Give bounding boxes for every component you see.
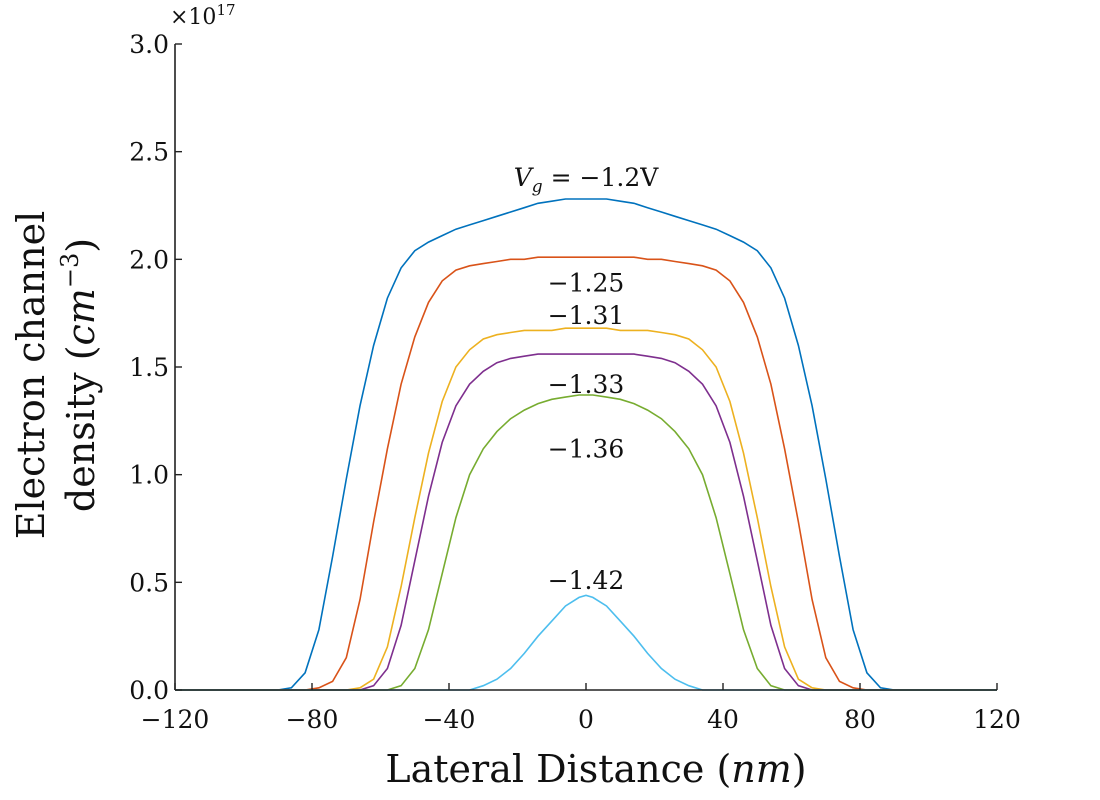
curve-label-3: −1.31 <box>548 301 625 330</box>
curve-label-4: −1.33 <box>548 370 625 399</box>
y-axis-title-line1: Electron channel <box>9 211 53 540</box>
y-tick-label: 2.0 <box>129 245 169 274</box>
series-line-4 <box>175 353 997 691</box>
y-axis-multiplier: ×1017 <box>170 1 236 30</box>
x-axis-title: Lateral Distance (nm) <box>385 747 806 791</box>
x-tick-label: 80 <box>844 705 876 734</box>
x-tick-label: −40 <box>423 705 476 734</box>
x-tick-label: 0 <box>578 705 594 734</box>
curve-label-5: −1.36 <box>548 434 625 463</box>
series-line-1 <box>175 198 997 691</box>
curve-label-2: −1.25 <box>548 269 625 298</box>
series-line-3 <box>175 327 997 691</box>
y-axis-title: Electron channel density (cm−3) <box>9 211 103 540</box>
y-tick-label: 0.0 <box>129 676 169 705</box>
y-tick-label: 0.5 <box>129 568 169 597</box>
series-line-6 <box>175 594 997 691</box>
x-tick-label: 40 <box>707 705 739 734</box>
y-axis: 0.0 0.5 1.0 1.5 2.0 2.5 3.0 <box>129 30 182 705</box>
x-tick-label: −120 <box>141 705 210 734</box>
x-axis: −120 −80 −40 0 40 80 120 <box>141 683 1021 734</box>
curve-labels: Vg = −1.2V −1.25 −1.31 −1.33 −1.36 −1.42 <box>514 163 659 595</box>
y-tick-label: 3.0 <box>129 30 169 59</box>
series-line-2 <box>175 256 997 691</box>
x-tick-label: −80 <box>286 705 339 734</box>
y-tick-label: 1.5 <box>129 353 169 382</box>
y-axis-title-line2: density (cm−3) <box>56 238 103 512</box>
y-tick-label: 1.0 <box>129 461 169 490</box>
curve-label-1: Vg = −1.2V <box>514 163 659 197</box>
curve-label-6: −1.42 <box>548 566 625 595</box>
x-tick-label: 120 <box>973 705 1021 734</box>
y-tick-label: 2.5 <box>129 138 169 167</box>
